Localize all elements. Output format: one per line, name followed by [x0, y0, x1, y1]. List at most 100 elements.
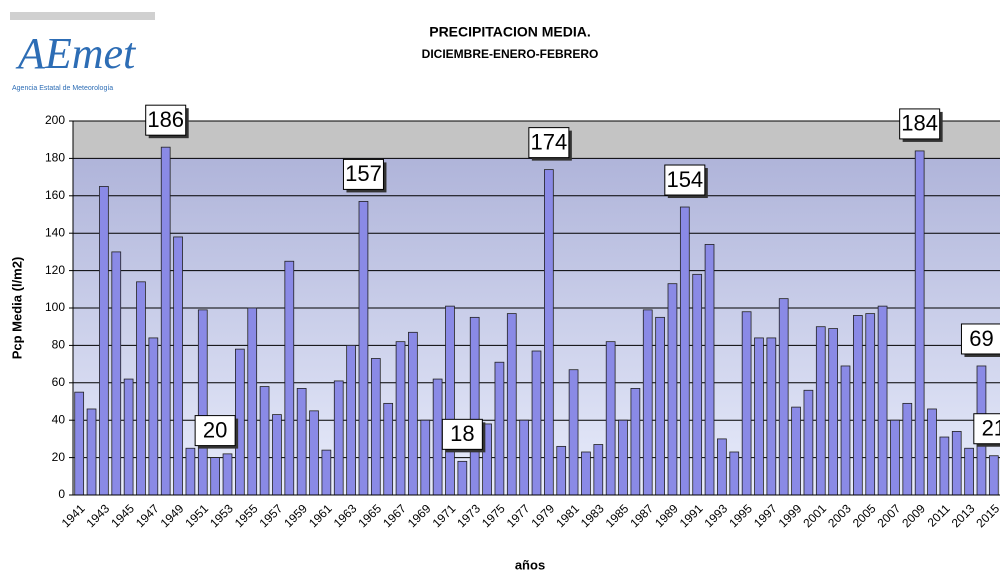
x-tick-label: 1941	[59, 501, 88, 530]
bar	[692, 273, 703, 496]
bar	[494, 361, 505, 496]
label-box	[899, 108, 941, 140]
bar	[679, 206, 690, 496]
bar	[605, 341, 616, 496]
x-tick-label: 1965	[355, 501, 384, 530]
x-tick-label: 1949	[158, 501, 187, 530]
logo-caption: Agencia Estatal de Meteorología	[12, 85, 113, 92]
bar	[853, 315, 863, 496]
x-tick-label: 1943	[83, 501, 112, 530]
x-tick-label: 1967	[380, 501, 409, 530]
bar	[914, 150, 925, 496]
label-box	[194, 415, 236, 447]
bar	[123, 378, 134, 496]
y-tick-label: 0	[58, 487, 65, 501]
bar	[346, 344, 356, 496]
x-tick-label: 1971	[430, 501, 459, 530]
bar	[630, 388, 641, 496]
bar	[111, 251, 122, 496]
y-axis-label: Pcp Media (l/m2)	[9, 257, 24, 360]
bar	[890, 419, 900, 496]
x-tick-label: 1969	[405, 501, 434, 530]
x-tick-label: 1961	[306, 501, 335, 530]
data-label: 154	[666, 167, 703, 192]
bar	[457, 460, 468, 496]
x-tick-label: 2007	[875, 501, 904, 530]
x-tick-label: 1985	[603, 501, 632, 530]
x-tick-label: 1945	[108, 501, 137, 530]
x-tick-label: 1947	[133, 501, 162, 530]
bar	[395, 341, 406, 496]
x-tick-label: 2005	[850, 501, 879, 530]
bar	[531, 350, 542, 496]
bar	[556, 445, 567, 496]
x-tick-label: 2001	[800, 501, 829, 530]
bar	[74, 391, 85, 496]
y-tick-label: 140	[45, 225, 65, 239]
label-box	[528, 127, 570, 159]
label-box	[441, 418, 483, 450]
bar	[803, 389, 814, 496]
bar	[432, 378, 443, 496]
bar	[618, 419, 628, 496]
bar	[927, 408, 937, 496]
x-tick-label: 1981	[553, 501, 582, 530]
bar	[284, 260, 295, 496]
bar	[902, 402, 913, 496]
bar	[951, 431, 962, 496]
bar	[741, 311, 752, 496]
bar	[173, 236, 183, 496]
bar	[729, 451, 740, 496]
x-tick-label: 2013	[949, 501, 978, 530]
bar	[655, 316, 665, 496]
data-label: 69	[969, 326, 993, 351]
bar	[964, 447, 974, 496]
bar	[506, 313, 517, 496]
bar	[717, 438, 727, 496]
bar	[272, 414, 282, 496]
x-tick-label: 1959	[281, 501, 310, 530]
bar	[815, 326, 826, 496]
label-box	[973, 413, 1000, 445]
bar	[259, 386, 270, 496]
bar	[210, 457, 220, 496]
x-tick-label: 2009	[899, 501, 928, 530]
x-tick-label: 1977	[504, 501, 533, 530]
data-label: 184	[901, 111, 938, 136]
x-tick-label: 1975	[479, 501, 508, 530]
bar	[136, 281, 146, 496]
data-label: 174	[531, 129, 568, 154]
bar	[642, 309, 653, 496]
bar	[593, 444, 604, 496]
bar	[86, 408, 97, 496]
bar	[370, 358, 381, 496]
bar	[865, 313, 876, 496]
bar	[754, 337, 764, 496]
bar	[791, 406, 801, 496]
x-tick-label: 1987	[627, 501, 656, 530]
bar	[408, 331, 418, 496]
bar	[185, 447, 196, 496]
x-tick-label: 1963	[331, 501, 360, 530]
bar	[939, 436, 950, 496]
x-tick-label: 1999	[776, 501, 805, 530]
x-tick-label: 1951	[182, 501, 211, 530]
bar	[988, 455, 999, 496]
bar	[197, 309, 208, 496]
label-box	[342, 158, 384, 190]
bar	[358, 201, 369, 496]
bar	[544, 169, 554, 496]
data-label: 18	[450, 421, 474, 446]
bar	[766, 337, 777, 496]
chart-title: PRECIPITACION MEDIA.	[429, 24, 591, 40]
bar	[247, 307, 258, 496]
bar	[667, 283, 678, 496]
bar	[519, 419, 529, 496]
y-tick-label: 60	[52, 375, 66, 389]
y-tick-label: 80	[52, 338, 66, 352]
bar	[877, 305, 888, 496]
x-tick-label: 2011	[925, 501, 953, 529]
bar	[420, 419, 431, 496]
y-tick-label: 160	[45, 188, 65, 202]
